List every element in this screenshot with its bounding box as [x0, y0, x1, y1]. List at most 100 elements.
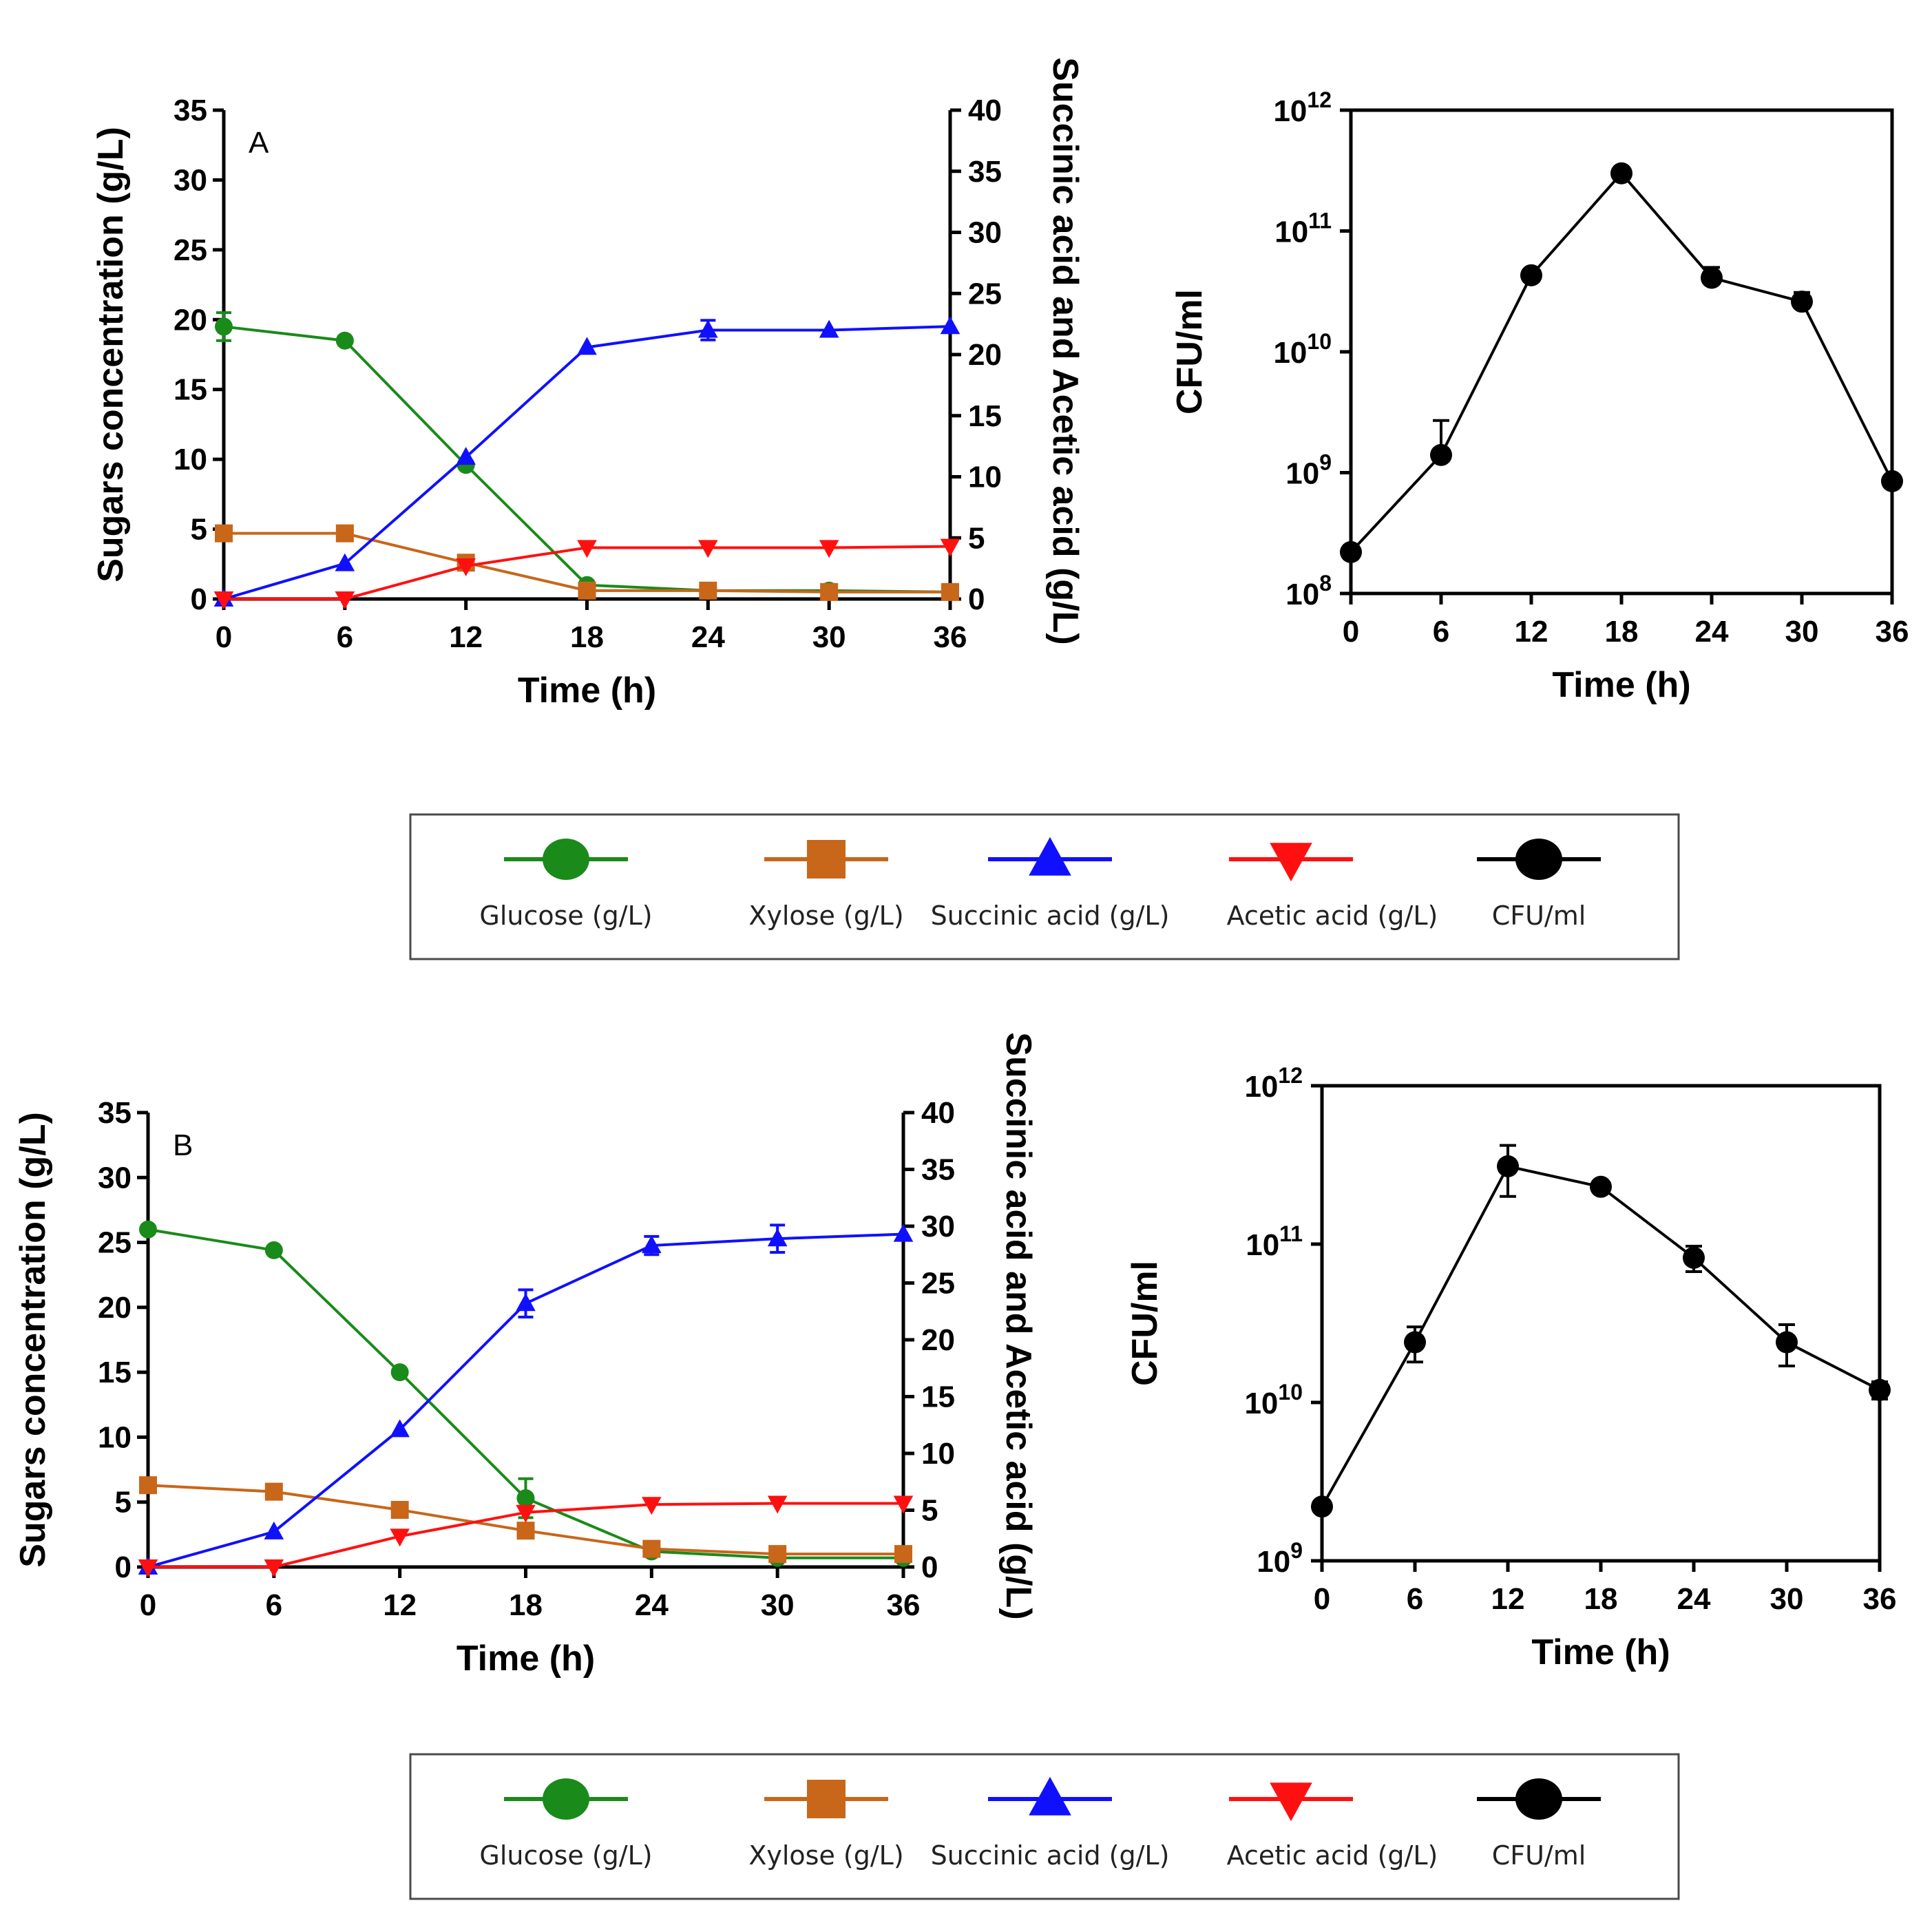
data-point	[215, 317, 233, 336]
data-point	[767, 1495, 788, 1514]
data-point	[390, 1501, 409, 1519]
data-point	[768, 1545, 787, 1564]
data-point	[819, 540, 839, 558]
y2-tick-label: 40	[921, 1096, 955, 1130]
data-point	[516, 1293, 536, 1312]
data-point	[1791, 291, 1813, 313]
legend-box	[409, 1753, 1680, 1900]
y2-tick-label: 5	[921, 1494, 938, 1528]
chart-b-cfu: 109 1010 1011 1012 0 6 12 18 24 30 36 Time (h) CFU/m…	[1125, 1063, 1896, 1672]
x-tick-label: 12	[1515, 615, 1548, 649]
data-point	[139, 1476, 157, 1495]
series-line	[223, 325, 951, 600]
panel-label: A	[249, 126, 269, 160]
y-tick-label: 20	[174, 303, 207, 337]
y-tick-label: 30	[98, 1161, 132, 1195]
x-tick-label: 0	[1314, 1582, 1330, 1616]
x-tick-label: 6	[1433, 615, 1449, 649]
data-point	[1881, 470, 1903, 492]
data-point	[577, 337, 597, 355]
x-tick-label: 18	[570, 620, 604, 654]
legend-label: Xylose (g/L)	[748, 1840, 903, 1871]
y-axis-label: Sugars concentration (g/L)	[91, 127, 131, 582]
y2-tick-label: 20	[921, 1323, 955, 1357]
data-point	[390, 1528, 410, 1547]
legend-marker	[1515, 1778, 1562, 1820]
data-point	[578, 581, 596, 600]
data-point	[516, 1504, 536, 1523]
data-point	[1520, 264, 1542, 286]
data-point	[456, 447, 476, 465]
data-point	[213, 591, 234, 609]
x-tick-label: 24	[1677, 1582, 1711, 1616]
y2-tick-label: 30	[968, 216, 1002, 250]
x-tick-label: 24	[1695, 615, 1729, 649]
data-point	[941, 582, 959, 601]
y2-tick-label: 40	[968, 94, 1002, 127]
y-tick-label: 15	[98, 1356, 132, 1389]
x-axis-label: Time (h)	[456, 1639, 595, 1679]
x-tick-label: 36	[1876, 615, 1909, 649]
legend-label: CFU/ml	[1492, 1840, 1586, 1871]
y2-tick-label: 15	[968, 399, 1002, 433]
data-point	[335, 553, 355, 571]
chart-b-main: 0 5 10 15 20 25 30 35 0 5 10 15 20 25 30 35 40 0 6 12 18 24 30…	[13, 1032, 1038, 1679]
y-tick-label: 108	[1285, 571, 1332, 611]
x-tick-label: 36	[887, 1588, 921, 1622]
y-tick-label: 10	[98, 1420, 132, 1454]
y2-tick-label: 25	[921, 1267, 955, 1301]
data-point	[215, 524, 233, 543]
data-point	[642, 1539, 661, 1558]
data-point	[138, 1559, 158, 1577]
data-point	[1311, 1495, 1333, 1518]
data-point	[940, 316, 960, 335]
y2-tick-label: 15	[921, 1380, 955, 1414]
y2-axis-label: Succinic acid and Acetic acid (g/L)	[998, 1032, 1038, 1619]
x-tick-label: 12	[383, 1588, 417, 1622]
y2-tick-label: 10	[968, 461, 1002, 494]
legend-marker	[543, 839, 589, 880]
data-point	[1404, 1331, 1426, 1354]
data-point	[1683, 1246, 1705, 1269]
x-tick-label: 30	[1770, 1582, 1804, 1616]
y-tick-label: 109	[1257, 1538, 1303, 1579]
legend-label: Glucose (g/L)	[479, 1840, 652, 1871]
data-point	[1340, 540, 1362, 563]
y-tick-label: 20	[98, 1291, 132, 1325]
legend-box	[409, 813, 1680, 960]
data-point	[1701, 266, 1723, 289]
data-point	[516, 1522, 535, 1540]
data-point	[264, 1241, 283, 1259]
y-tick-label: 5	[191, 513, 207, 547]
x-tick-label: 0	[1343, 615, 1359, 649]
x-axis-label: Time (h)	[1552, 665, 1690, 705]
data-point	[1590, 1175, 1612, 1198]
legend-marker	[1270, 843, 1312, 882]
y-tick-label: 1010	[1244, 1380, 1303, 1420]
data-point	[390, 1363, 409, 1382]
y-tick-label: 30	[174, 163, 207, 197]
legend-marker	[1270, 1782, 1312, 1822]
legend-marker	[1515, 839, 1562, 880]
y2-tick-label: 20	[968, 338, 1002, 372]
data-point	[264, 1521, 284, 1539]
y-tick-label: 25	[98, 1226, 132, 1260]
y2-tick-label: 10	[921, 1437, 955, 1471]
data-point	[1430, 443, 1452, 466]
y2-axis-label: Succinic acid and Acetic acid (g/L)	[1045, 57, 1085, 644]
y-tick-label: 25	[174, 233, 207, 267]
y-axis-label: CFU/ml	[1170, 289, 1210, 414]
plot-frame	[1320, 1084, 1882, 1563]
x-tick-label: 6	[266, 1588, 282, 1622]
legend-marker	[543, 1778, 589, 1820]
data-point	[1610, 162, 1632, 185]
data-point	[699, 581, 717, 600]
data-point	[456, 558, 476, 577]
legend-marker	[807, 840, 846, 879]
x-tick-label: 36	[934, 620, 967, 654]
data-point	[335, 331, 354, 350]
y2-tick-label: 35	[921, 1153, 955, 1187]
y-tick-label: 109	[1285, 450, 1332, 491]
data-point	[577, 540, 597, 558]
